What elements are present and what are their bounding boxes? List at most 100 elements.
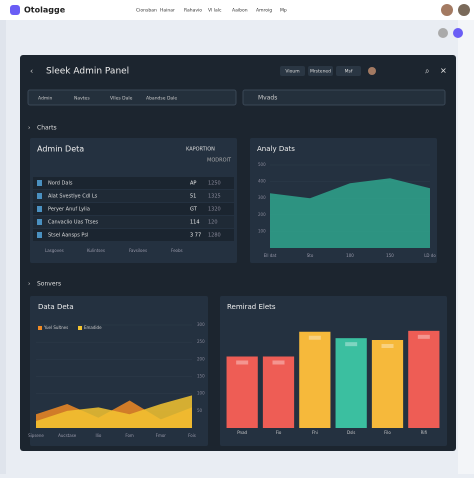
- chart-title: Analy Dats: [257, 145, 295, 153]
- x-tick-label: Aucstase: [58, 433, 77, 438]
- nav-item[interactable]: Aaibon: [232, 8, 248, 14]
- row-icon: [37, 219, 42, 225]
- search-box[interactable]: [242, 89, 446, 106]
- bar-cap: [236, 360, 249, 365]
- avatar[interactable]: [441, 4, 453, 16]
- x-tick-label: Sto: [307, 253, 314, 258]
- table-footer: Feobs: [171, 248, 183, 253]
- table-footer: Favsiloes: [129, 248, 147, 253]
- bar: [226, 356, 258, 428]
- filter-bar[interactable]: [27, 89, 237, 106]
- panel-title: Sleek Admin Panel: [46, 67, 129, 77]
- legend-swatch: [78, 326, 82, 330]
- chevron: ›: [28, 281, 30, 288]
- filter[interactable]: Admin: [38, 96, 52, 102]
- y-tick-label: 150: [197, 374, 205, 379]
- table-tag: KAPORTION: [186, 147, 215, 153]
- chart-title: Remirad Elets: [227, 303, 276, 311]
- cell: 1280: [208, 233, 221, 239]
- nav-item[interactable]: Mp: [280, 8, 287, 14]
- x-tick-label: Fmor: [156, 433, 167, 438]
- legend-swatch: [38, 326, 42, 330]
- bar: [408, 330, 440, 428]
- legend-label: Emadide: [84, 325, 102, 330]
- close[interactable]: ✕: [440, 67, 447, 76]
- row-icon: [37, 206, 42, 212]
- x-tick-label: Fom: [125, 433, 134, 438]
- legend-label: Yuel Sultnes: [43, 325, 68, 330]
- button-label: Mrstened: [310, 69, 331, 75]
- nav-item[interactable]: Vl lalc: [208, 8, 222, 14]
- nav-item[interactable]: Cionsban: [136, 8, 157, 14]
- row-icon: [37, 193, 42, 199]
- cell: 51: [190, 194, 196, 200]
- x-tick-label: Pnad: [237, 430, 247, 435]
- nav-item[interactable]: Amroig: [256, 8, 272, 14]
- filter[interactable]: Abandse Dale: [146, 96, 177, 102]
- y-tick-label: 300: [197, 322, 205, 327]
- bar-cap: [308, 335, 321, 340]
- y-tick-label: 50: [197, 408, 203, 413]
- search-text: Mvads: [258, 95, 277, 102]
- y-tick-label: 100: [258, 228, 266, 233]
- cell: 1320: [208, 207, 221, 213]
- x-tick-label: Ilio: [95, 433, 101, 438]
- cell: 120: [208, 220, 218, 226]
- button[interactable]: [280, 66, 305, 76]
- nav-item[interactable]: Hainar: [160, 8, 175, 14]
- bar: [371, 340, 404, 428]
- y-tick-label: 400: [258, 179, 266, 184]
- avatar[interactable]: [438, 28, 448, 38]
- row: [33, 177, 234, 189]
- y-tick-label: 100: [197, 391, 205, 396]
- row: [33, 190, 234, 202]
- search-icon[interactable]: ⌕: [425, 67, 429, 76]
- bar: [262, 356, 295, 428]
- cell: Nord Dals: [48, 181, 73, 187]
- y-tick-label: 300: [258, 195, 266, 200]
- cell: Canvaclio Uas Ttses: [48, 220, 99, 226]
- topbar: [0, 0, 474, 20]
- button[interactable]: [308, 66, 333, 76]
- logo-icon: [10, 5, 20, 15]
- button-label: Msf: [345, 69, 353, 75]
- x-tick-label: Fio: [276, 430, 282, 435]
- avatar[interactable]: [453, 28, 463, 38]
- bar-cap: [417, 334, 430, 339]
- chevron: ›: [28, 125, 30, 132]
- x-tick-label: Ell dat: [264, 253, 277, 258]
- bar: [335, 338, 367, 428]
- table-footer: Lasgoves: [45, 248, 64, 253]
- x-tick-label: Fhi: [312, 430, 318, 435]
- y-tick-label: 500: [258, 162, 266, 167]
- row: [33, 216, 234, 228]
- nav-item[interactable]: Rahavio: [184, 8, 202, 14]
- cell: Alat Svestlye Cdl Ls: [48, 194, 98, 200]
- area: [36, 395, 192, 428]
- x-tick-label: Sipsene: [28, 433, 44, 438]
- bar-cap: [345, 342, 358, 347]
- button[interactable]: [336, 66, 361, 76]
- avatar: [368, 67, 376, 75]
- button-label: Vioum: [285, 69, 299, 75]
- cell: Peryer Anuf Lylia: [48, 207, 90, 213]
- x-tick-label: Dsls: [347, 430, 355, 435]
- x-tick-label: 100: [346, 253, 354, 258]
- section-title: Sonvers: [37, 281, 61, 288]
- table-title: Admin Deta: [37, 145, 84, 154]
- filter[interactable]: Vlles Dale: [110, 96, 133, 102]
- chart-title: Data Deta: [38, 303, 74, 311]
- y-tick-label: 200: [258, 212, 266, 217]
- y-tick-label: 250: [197, 339, 205, 344]
- row: [33, 203, 234, 215]
- back[interactable]: ‹: [30, 67, 33, 76]
- cell: 3 77: [190, 233, 201, 239]
- bar-cap: [381, 344, 394, 348]
- x-tick-label: Fois: [188, 433, 196, 438]
- cell: AP: [190, 181, 196, 187]
- section-title: Charts: [37, 125, 57, 132]
- filter[interactable]: Navtes: [74, 96, 90, 102]
- avatar[interactable]: [458, 4, 470, 16]
